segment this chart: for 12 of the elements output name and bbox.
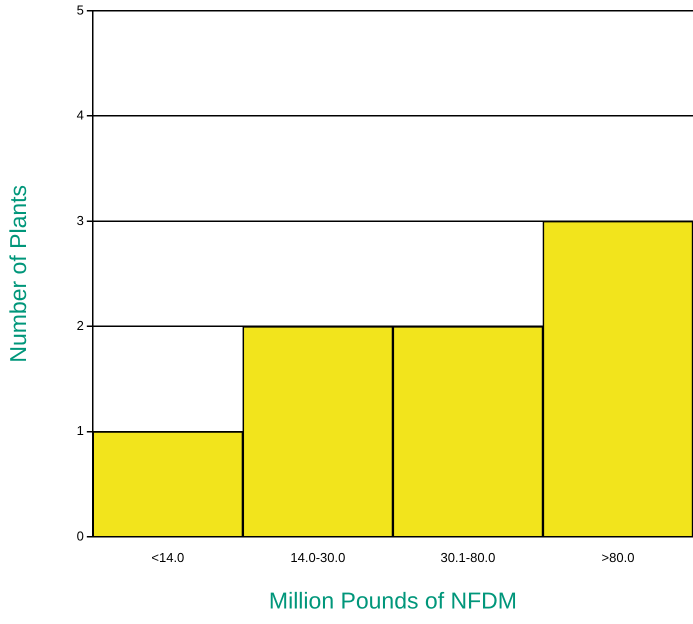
y-tick-label: 5 <box>76 2 84 18</box>
y-tick-label: 0 <box>76 528 84 544</box>
y-axis-title: Number of Plants <box>5 184 32 363</box>
y-tick-label: 2 <box>76 318 84 333</box>
x-tick-label: 30.1-80.0 <box>440 550 496 566</box>
x-tick-label: <14.0 <box>151 550 184 566</box>
x-tick-label: 14.0-30.0 <box>290 550 346 566</box>
y-tick-label: 4 <box>76 108 84 123</box>
y-tick-label: 3 <box>76 212 84 228</box>
y-tick-label: 1 <box>76 423 84 438</box>
x-tick-label: >80.0 <box>602 550 634 566</box>
x-axis-title: Million Pounds of NFDM <box>268 588 517 614</box>
